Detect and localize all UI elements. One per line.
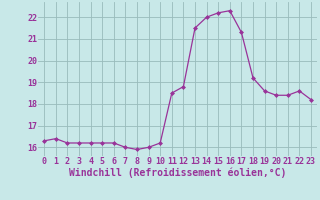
X-axis label: Windchill (Refroidissement éolien,°C): Windchill (Refroidissement éolien,°C): [69, 167, 286, 178]
